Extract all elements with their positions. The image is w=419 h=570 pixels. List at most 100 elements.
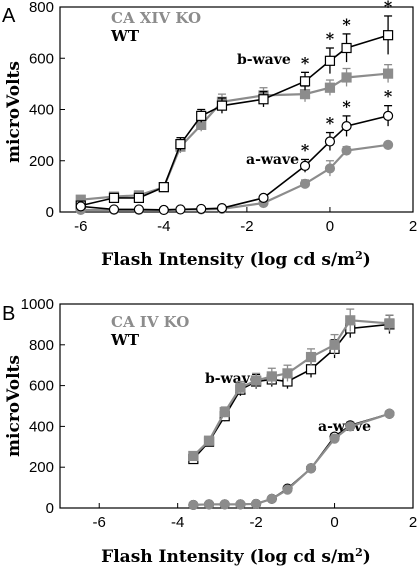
panel-b-data-point: [345, 421, 356, 432]
panel-a-series-a-wave-wt: * * * *: [75, 87, 394, 216]
panel-a-data-point: [216, 100, 228, 111]
panel-b-x-tick-label: 0: [330, 514, 338, 531]
panel-b-data-point: [384, 408, 395, 419]
panel-a-data-point: [382, 139, 394, 150]
panel-a-data-point: [196, 110, 207, 122]
panel-a-data-point: [175, 204, 186, 215]
panel-a-data-point: [133, 204, 145, 215]
panel-b-y-tick-label: 200: [29, 459, 54, 476]
panel-b-data-point: [282, 368, 293, 379]
panel-b-series-line: [192, 323, 390, 460]
panel-b-x-axis-label: Flash Intensity (log cd s/m2): [101, 546, 371, 568]
panel-b-data-point: [203, 499, 215, 510]
panel-b-series-a-wave-ko: [188, 408, 395, 511]
panel-b-data-point: [282, 484, 293, 495]
panel-b-legend-ko: CA IV KO: [111, 313, 189, 331]
panel-b-data-point: [219, 499, 230, 510]
panel-b-data-point: [235, 382, 246, 393]
panel-a-data-point: [299, 76, 311, 87]
panel-a-significance-star: *: [384, 87, 393, 106]
panel-b-data-point: [188, 450, 199, 462]
panel-a-data-point: [341, 72, 352, 83]
panel-b-x-tick-label: -2: [249, 514, 262, 531]
panel-a-axes: -6 -4 -2 0 2 0 200 400 600 800: [29, 0, 417, 235]
panel-a-x-tick-label: 2: [409, 218, 417, 235]
panel-a-legend-ko: CA XIV KO: [111, 9, 201, 27]
panel-b-x-tick-label: 2: [409, 514, 417, 531]
panel-b-legend-wt: WT: [110, 331, 140, 349]
panel-b-axes: -6 -4 -2 0 2 0 200 400 600 800 1000: [21, 296, 418, 531]
panel-a-y-tick-label: 600: [29, 50, 54, 67]
panel-b-y-tick-label: 800: [29, 337, 54, 354]
panel-a-data-point: [133, 192, 145, 204]
panel-b-data-point: [305, 364, 317, 375]
panel-b-data-point: [305, 351, 317, 363]
panel-a-data-point: [158, 204, 169, 216]
panel-b-y-tick-label: 1000: [21, 296, 54, 313]
panel-a-significance-star: *: [342, 97, 351, 116]
panel-a-data-point: [299, 89, 311, 100]
panel-b: B -6 -4 -2 0 2 0 200 400 600 800 1000 microVolts F…: [2, 296, 417, 567]
panel-b-plot: [188, 308, 395, 511]
panel-a-data-point: [258, 94, 269, 105]
panel-a-x-tick-label: -4: [157, 218, 170, 235]
panel-a: A -6 -4 -2 0 2 0 200 400 600 800 microVolts Flash…: [2, 0, 417, 270]
panel-a-data-point: [158, 182, 169, 193]
panel-b-data-point: [266, 371, 277, 382]
panel-a-significance-star: *: [301, 140, 310, 159]
panel-b-data-point: [345, 315, 356, 326]
panel-b-y-axis-label: microVolts: [4, 355, 24, 457]
panel-a-data-point: [175, 138, 186, 150]
panel-a-x-tick-label: -6: [74, 218, 87, 235]
panel-b-x-tick-label: -4: [171, 514, 184, 531]
panel-a-series-line: [80, 72, 389, 201]
panel-a-data-point: [382, 30, 394, 41]
panel-a-significance-star: *: [326, 114, 335, 133]
panel-a-y-tick-label: 0: [46, 204, 54, 221]
panel-a-y-axis-label: microVolts: [4, 61, 24, 163]
panel-a-data-point: [382, 68, 394, 79]
panel-a-data-point: [299, 160, 311, 171]
panel-a-data-point: [258, 192, 269, 204]
panel-a-x-tick-label: -2: [240, 218, 253, 235]
panel-a-data-point: [341, 42, 352, 54]
panel-b-data-point: [188, 499, 199, 511]
panel-a-significance-star: *: [384, 0, 393, 16]
panel-b-data-point: [219, 407, 230, 418]
panel-a-series-line: [80, 34, 389, 207]
panel-a-a-wave-label: a-wave: [246, 152, 299, 168]
panel-b-x-tick-label: -6: [93, 514, 106, 531]
panel-a-data-point: [341, 145, 352, 156]
panel-b-y-tick-label: 0: [46, 500, 54, 517]
panel-a-data-point: [108, 192, 120, 204]
panel-a-data-point: [75, 201, 86, 212]
panel-a-series-b-wave-ko: [75, 64, 394, 205]
panel-a-significance-star: *: [326, 29, 335, 48]
panel-b-data-point: [251, 498, 262, 510]
panel-b-label: B: [2, 303, 15, 325]
panel-a-data-point: [324, 82, 336, 93]
panel-a-data-point: [382, 110, 394, 122]
panel-a-series-a-wave-ko: [75, 139, 394, 216]
panel-b-y-tick-label: 400: [29, 418, 54, 435]
panel-b-data-point: [251, 375, 262, 386]
panel-b-series-line: [192, 319, 390, 457]
panel-b-data-point: [305, 463, 317, 474]
panel-b-frame: [59, 303, 414, 509]
panel-b-series-b-wave-ko: [188, 308, 395, 462]
panel-a-series-b-wave-wt: * * * *: [75, 0, 394, 211]
panel-a-data-point: [299, 178, 311, 189]
panel-a-b-wave-label: b-wave: [237, 52, 291, 68]
panel-b-data-point: [329, 433, 340, 444]
panel-a-series-line: [80, 143, 389, 212]
panel-b-data-point: [266, 493, 277, 504]
panel-b-data-point: [235, 499, 246, 510]
panel-b-data-point: [329, 339, 340, 350]
panel-a-data-point: [216, 203, 228, 214]
panel-b-data-point: [384, 318, 395, 329]
panel-b-y-tick-label: 600: [29, 378, 54, 395]
panel-a-data-point: [324, 55, 336, 66]
panel-a-legend-wt: WT: [110, 27, 140, 45]
panel-a-significance-star: *: [342, 15, 351, 34]
